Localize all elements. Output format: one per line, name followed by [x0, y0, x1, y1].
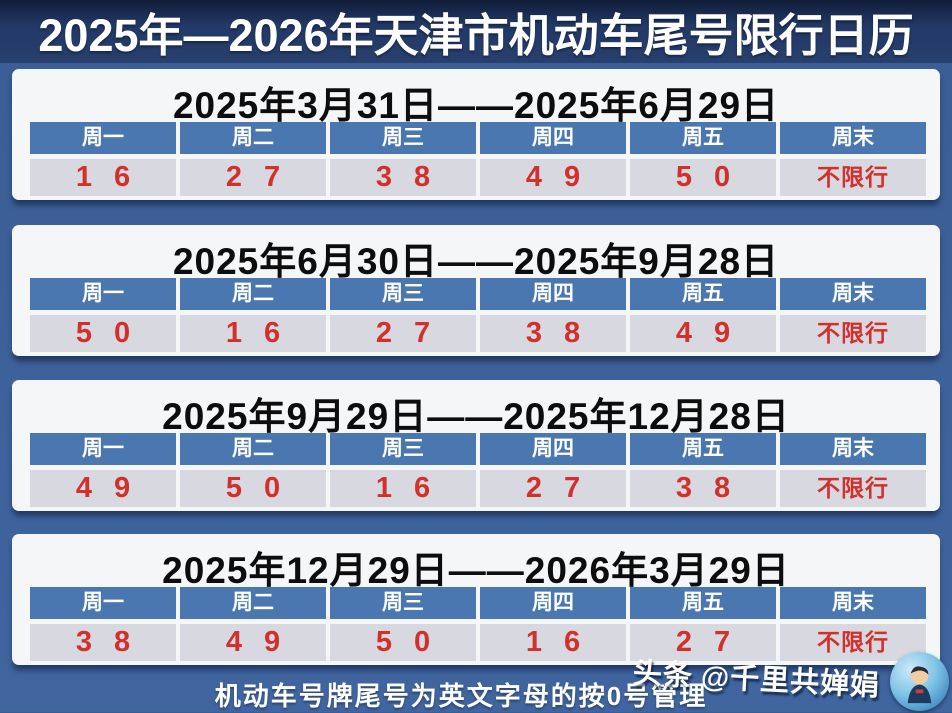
- restricted-digits-monday: 1 6: [30, 159, 176, 196]
- restriction-table-period-2: 2025年6月30日——2025年9月28日 周一 周二 周三 周四 周五 周末…: [12, 225, 940, 356]
- restricted-digits-tuesday: 4 9: [180, 624, 326, 661]
- col-header-thursday: 周四: [480, 433, 626, 465]
- restricted-digits-row: 4 9 5 0 1 6 2 7 3 8 不限行: [30, 470, 926, 507]
- weekday-header-row: 周一 周二 周三 周四 周五 周末: [30, 433, 926, 465]
- weekday-header-row: 周一 周二 周三 周四 周五 周末: [30, 278, 926, 310]
- col-header-wednesday: 周三: [330, 278, 476, 310]
- col-header-monday: 周一: [30, 278, 176, 310]
- restricted-digits-row: 5 0 1 6 2 7 3 8 4 9 不限行: [30, 315, 926, 352]
- col-header-weekend: 周末: [780, 278, 926, 310]
- date-range-title: 2025年12月29日——2026年3月29日: [162, 550, 790, 591]
- col-header-weekend: 周末: [780, 122, 926, 154]
- restricted-digits-friday: 3 8: [630, 470, 776, 507]
- restricted-digits-friday: 5 0: [630, 159, 776, 196]
- restriction-table: 周一 周二 周三 周四 周五 周末 1 6 2 7 3 8 4 9 5 0 不限…: [30, 122, 926, 196]
- col-header-wednesday: 周三: [330, 433, 476, 465]
- restricted-digits-thursday: 1 6: [480, 624, 626, 661]
- weekend-no-restriction: 不限行: [780, 624, 926, 661]
- weekday-header-row: 周一 周二 周三 周四 周五 周末: [30, 587, 926, 619]
- restriction-table: 周一 周二 周三 周四 周五 周末 5 0 1 6 2 7 3 8 4 9 不限…: [30, 278, 926, 352]
- col-header-wednesday: 周三: [330, 122, 476, 154]
- restriction-table-period-4: 2025年12月29日——2026年3月29日 周一 周二 周三 周四 周五 周…: [12, 534, 940, 665]
- col-header-thursday: 周四: [480, 587, 626, 619]
- col-header-tuesday: 周二: [180, 587, 326, 619]
- restriction-table: 周一 周二 周三 周四 周五 周末 4 9 5 0 1 6 2 7 3 8 不限…: [30, 433, 926, 507]
- col-header-tuesday: 周二: [180, 433, 326, 465]
- col-header-thursday: 周四: [480, 278, 626, 310]
- restriction-table-period-3: 2025年9月29日——2025年12月28日 周一 周二 周三 周四 周五 周…: [12, 380, 940, 511]
- restricted-digits-tuesday: 2 7: [180, 159, 326, 196]
- col-header-monday: 周一: [30, 433, 176, 465]
- restriction-table-period-1: 2025年3月31日——2025年6月29日 周一 周二 周三 周四 周五 周末…: [12, 69, 940, 200]
- weekend-no-restriction: 不限行: [780, 315, 926, 352]
- watermark-platform: 头条: [631, 657, 694, 693]
- col-header-tuesday: 周二: [180, 278, 326, 310]
- weekend-no-restriction: 不限行: [780, 159, 926, 196]
- restricted-digits-row: 1 6 2 7 3 8 4 9 5 0 不限行: [30, 159, 926, 196]
- restricted-digits-friday: 4 9: [630, 315, 776, 352]
- col-header-wednesday: 周三: [330, 587, 476, 619]
- restricted-digits-tuesday: 5 0: [180, 470, 326, 507]
- restricted-digits-wednesday: 1 6: [330, 470, 476, 507]
- watermark-avatar-icon: [890, 652, 949, 711]
- restricted-digits-friday: 2 7: [630, 624, 776, 661]
- restricted-digits-row: 3 8 4 9 5 0 1 6 2 7 不限行: [30, 624, 926, 661]
- restricted-digits-monday: 4 9: [30, 470, 176, 507]
- restricted-digits-monday: 3 8: [30, 624, 176, 661]
- weekend-no-restriction: 不限行: [780, 470, 926, 507]
- date-range-title: 2025年3月31日——2025年6月29日: [172, 85, 780, 126]
- col-header-friday: 周五: [630, 122, 776, 154]
- restricted-digits-wednesday: 5 0: [330, 624, 476, 661]
- watermark-handle: @千里共婵娟: [699, 661, 881, 703]
- date-range-title: 2025年6月30日——2025年9月28日: [172, 241, 780, 282]
- restricted-digits-thursday: 4 9: [480, 159, 626, 196]
- restricted-digits-wednesday: 2 7: [330, 315, 476, 352]
- letter-plate-rule-note: 机动车号牌尾号为英文字母的按0号管理: [214, 681, 708, 711]
- col-header-monday: 周一: [30, 122, 176, 154]
- col-header-friday: 周五: [630, 433, 776, 465]
- page-title: 2025年—2026年天津市机动车尾号限行日历: [38, 10, 914, 61]
- restriction-table: 周一 周二 周三 周四 周五 周末 3 8 4 9 5 0 1 6 2 7 不限…: [30, 587, 926, 661]
- restricted-digits-monday: 5 0: [30, 315, 176, 352]
- col-header-thursday: 周四: [480, 122, 626, 154]
- col-header-friday: 周五: [630, 587, 776, 619]
- col-header-weekend: 周末: [780, 433, 926, 465]
- title-bar: 2025年—2026年天津市机动车尾号限行日历: [0, 0, 952, 63]
- restricted-digits-thursday: 3 8: [480, 315, 626, 352]
- col-header-tuesday: 周二: [180, 122, 326, 154]
- col-header-friday: 周五: [630, 278, 776, 310]
- date-range-title: 2025年9月29日——2025年12月28日: [162, 396, 790, 437]
- restricted-digits-wednesday: 3 8: [330, 159, 476, 196]
- weekday-header-row: 周一 周二 周三 周四 周五 周末: [30, 122, 926, 154]
- restricted-digits-thursday: 2 7: [480, 470, 626, 507]
- col-header-weekend: 周末: [780, 587, 926, 619]
- restricted-digits-tuesday: 1 6: [180, 315, 326, 352]
- col-header-monday: 周一: [30, 587, 176, 619]
